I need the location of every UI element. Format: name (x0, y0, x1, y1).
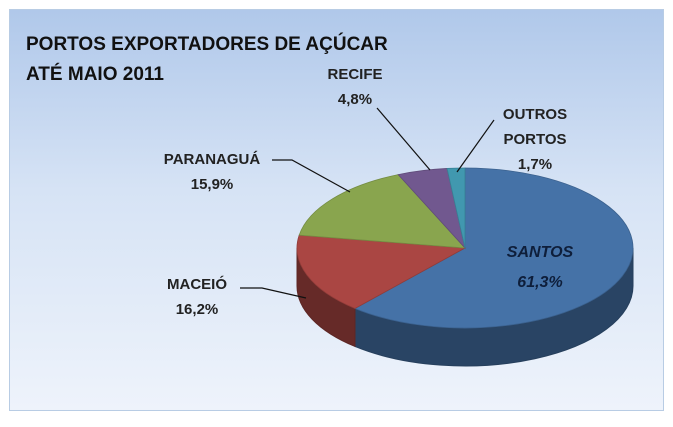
value-label: 16,2% (175, 301, 219, 318)
slice (298, 174, 466, 249)
data-label: MACEIÓ 16,2% (167, 272, 227, 322)
data-label: SANTOS 61,3% (507, 238, 573, 298)
chart-title: ATÉ MAIO 2011 (26, 64, 164, 85)
leader-line (456, 119, 495, 173)
category-label: SANTOS (506, 244, 574, 261)
leader-line (272, 159, 351, 193)
slice (354, 167, 634, 329)
slice (446, 167, 466, 249)
category-label: RECIFE (327, 66, 383, 83)
leader-line (240, 287, 307, 299)
category-label: MACEIÓ (167, 276, 227, 293)
slice (296, 234, 467, 309)
value-label: 15,9% (190, 176, 234, 193)
data-label: OUTROS PORTOS 1,7% (495, 102, 575, 177)
value-label: 61,3% (517, 274, 563, 291)
data-label: RECIFE 4,8% (327, 62, 382, 112)
category-label: PARANAGUÁ (163, 151, 261, 168)
leader-lines (240, 107, 495, 299)
value-label: 4,8% (337, 91, 373, 108)
value-label: 1,7% (517, 156, 553, 173)
leader-line (376, 107, 431, 171)
chart-title: PORTOS EXPORTADORES DE AÇÚCAR (26, 34, 388, 55)
data-label: PARANAGUÁ 15,9% (164, 147, 260, 197)
category-label: OUTROS PORTOS (502, 106, 568, 148)
